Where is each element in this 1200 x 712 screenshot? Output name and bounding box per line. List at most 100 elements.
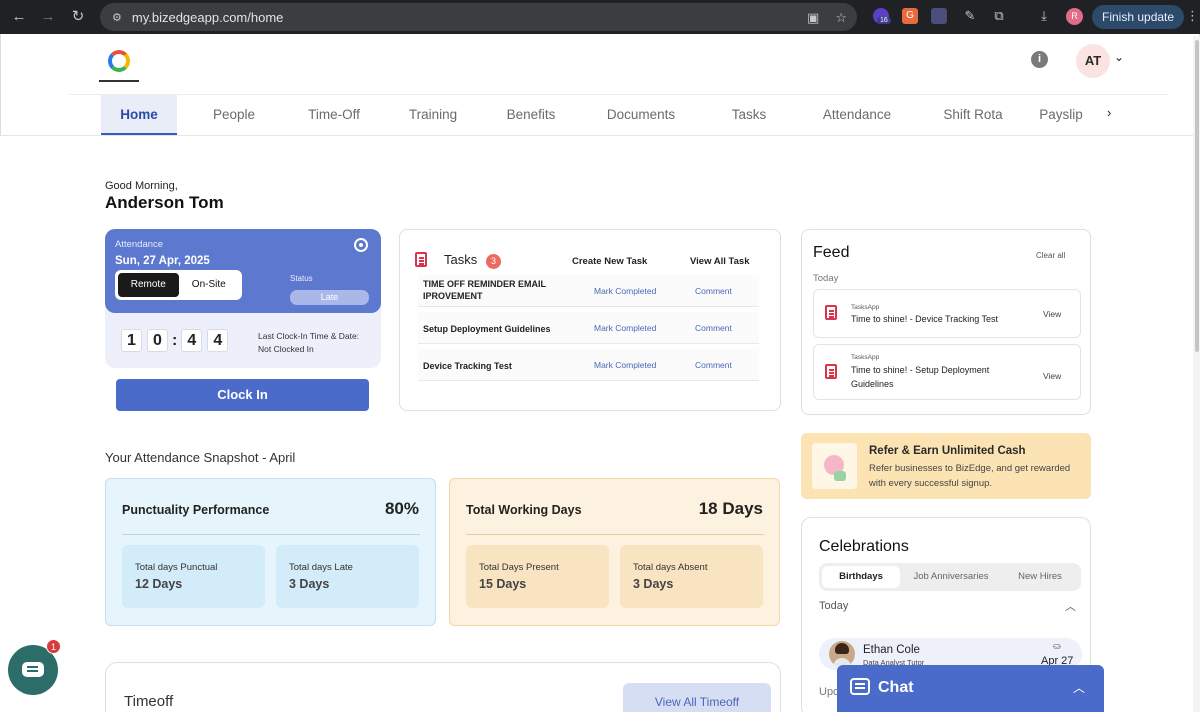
tabs-divider [69, 94, 1169, 95]
present-days-value: 15 Days [479, 577, 527, 591]
feed-item[interactable]: TasksApp Time to shine! - Device Trackin… [813, 289, 1081, 338]
celebrations-tabs: Birthdays Job Anniversaries New Hires [819, 563, 1081, 591]
chevron-right-icon[interactable]: › [1107, 105, 1112, 120]
view-all-timeoff-button[interactable]: View All Timeoff [623, 683, 771, 712]
create-task-link[interactable]: Create New Task [572, 256, 648, 267]
browser-menu-icon[interactable]: ⋮ [1186, 8, 1199, 23]
punctual-days-box: Total days Punctual 12 Days [122, 545, 265, 608]
working-days-card: Total Working Days 18 Days Total Days Pr… [449, 478, 780, 626]
tab-new-hires[interactable]: New Hires [1018, 571, 1062, 582]
tab-benefits[interactable]: Benefits [506, 107, 556, 122]
working-days-title: Total Working Days [466, 503, 582, 517]
feed-item[interactable]: TasksApp Time to shine! - Setup Deployme… [813, 344, 1081, 400]
absent-days-label: Total days Absent [633, 562, 708, 573]
logo-ring-icon [108, 50, 130, 72]
user-avatar[interactable]: AT [1076, 44, 1110, 78]
punctuality-title: Punctuality Performance [122, 503, 270, 517]
tasks-card: Tasks 3 Create New Task View All Task TI… [399, 229, 781, 411]
download-icon[interactable]: ⤓ [1041, 8, 1047, 23]
clock-digit: 4 [181, 329, 203, 352]
info-icon[interactable]: i [1031, 51, 1048, 68]
clock-digit: 1 [121, 329, 142, 352]
feed-text: Time to shine! - Device Tracking Test [851, 314, 999, 324]
present-days-box: Total Days Present 15 Days [466, 545, 609, 608]
cake-icon: ⛀ [1053, 641, 1061, 651]
tab-payslip[interactable]: Payslip [1039, 107, 1083, 122]
back-icon[interactable]: ← [11, 8, 27, 25]
chat-bar[interactable]: Chat ︿ [837, 665, 1104, 712]
chat-label: Chat [878, 679, 914, 696]
chevron-up-icon[interactable]: ︿ [1073, 681, 1086, 695]
view-all-tasks-link[interactable]: View All Task [690, 256, 750, 267]
tab-home[interactable]: Home [101, 95, 177, 135]
feed-source: TasksApp [851, 354, 880, 361]
last-clock-label: Last Clock-In Time & Date: [258, 331, 360, 341]
task-row: Device Tracking Test Mark Completed Comm… [418, 349, 759, 381]
grammarly-extension-icon[interactable]: G [902, 8, 918, 24]
mark-completed-link[interactable]: Mark Completed [594, 360, 657, 370]
page-scrollbar[interactable] [1193, 36, 1200, 712]
chevron-up-icon[interactable]: ︿ [1065, 601, 1076, 613]
late-days-value: 3 Days [289, 577, 330, 591]
mark-completed-link[interactable]: Mark Completed [594, 286, 657, 296]
tab-training[interactable]: Training [408, 107, 458, 122]
tab-time-off[interactable]: Time-Off [308, 107, 360, 122]
tab-job-anniversaries[interactable]: Job Anniversaries [913, 571, 989, 582]
reload-icon[interactable]: ↻ [71, 8, 85, 25]
scrollbar-thumb[interactable] [1195, 40, 1199, 352]
tab-attendance[interactable]: Attendance [822, 107, 892, 122]
browser-profile-avatar[interactable]: R [1066, 8, 1083, 25]
eyedropper-icon[interactable]: ✎ [964, 8, 976, 23]
clock-display: 1 0 : 4 4 [121, 329, 233, 352]
comment-link[interactable]: Comment [695, 286, 732, 296]
url-text: my.bizedgeapp.com/home [131, 9, 284, 25]
tab-documents[interactable]: Documents [606, 107, 676, 122]
puzzle-extensions-icon[interactable]: ⧉ [994, 8, 1004, 23]
feed-source: TasksApp [851, 304, 880, 311]
celebration-person-row[interactable]: Ethan Cole Data Analyst Tutor ⛀ Apr 27 [819, 638, 1082, 670]
tab-birthdays[interactable]: Birthdays [822, 566, 900, 588]
tab-shift-rota[interactable]: Shift Rota [943, 107, 1003, 122]
person-avatar [829, 641, 855, 667]
install-app-icon[interactable]: ▣ [807, 10, 820, 25]
comment-link[interactable]: Comment [695, 360, 732, 370]
tab-people[interactable]: People [212, 107, 256, 122]
punctual-days-value: 12 Days [135, 577, 183, 591]
divider [466, 534, 764, 535]
mode-onsite-option[interactable]: On-Site [191, 279, 226, 290]
timeoff-card: Timeoff View All Timeoff [105, 662, 781, 712]
task-row: Setup Deployment Guidelines Mark Complet… [418, 312, 759, 344]
bookmark-star-icon[interactable]: ☆ [835, 10, 847, 25]
person-name: Ethan Cole [863, 644, 920, 656]
mode-remote-option[interactable]: Remote [118, 273, 179, 297]
bizedge-logo[interactable] [99, 42, 139, 82]
absent-days-box: Total days Absent 3 Days [620, 545, 763, 608]
forward-icon[interactable]: → [40, 8, 56, 25]
location-target-icon[interactable] [354, 238, 368, 252]
late-days-box: Total days Late 3 Days [276, 545, 419, 608]
feed-title: Feed [813, 244, 850, 261]
tab-tasks[interactable]: Tasks [731, 107, 767, 122]
status-badge: Late [290, 290, 369, 305]
site-info-icon[interactable]: ⚙ [112, 11, 122, 24]
divider [122, 534, 420, 535]
address-bar[interactable]: ⚙ my.bizedgeapp.com/home ▣ ☆ [100, 3, 857, 31]
clock-in-button[interactable]: Clock In [116, 379, 369, 411]
refer-banner[interactable]: Refer & Earn Unlimited Cash Refer busine… [801, 433, 1091, 499]
comment-link[interactable]: Comment [695, 323, 732, 333]
mark-completed-link[interactable]: Mark Completed [594, 323, 657, 333]
absent-days-value: 3 Days [633, 577, 674, 591]
tasks-count-badge: 3 [486, 254, 501, 269]
punctual-days-label: Total days Punctual [135, 562, 218, 573]
clear-all-link[interactable]: Clear all [1036, 251, 1066, 260]
extension-icon-2[interactable] [931, 8, 947, 24]
refer-title: Refer & Earn Unlimited Cash [869, 445, 1026, 457]
feed-view-link[interactable]: View [1043, 309, 1062, 319]
feed-view-link[interactable]: View [1043, 371, 1062, 381]
work-mode-toggle: Remote On-Site [115, 270, 242, 300]
finish-update-button[interactable]: Finish update [1092, 5, 1185, 29]
last-clock-in: Last Clock-In Time & Date: Not Clocked I… [258, 330, 359, 356]
celebrations-today-label: Today [819, 600, 849, 612]
celebrations-title: Celebrations [819, 538, 909, 555]
chevron-down-icon[interactable]: ⌄ [1114, 50, 1125, 64]
